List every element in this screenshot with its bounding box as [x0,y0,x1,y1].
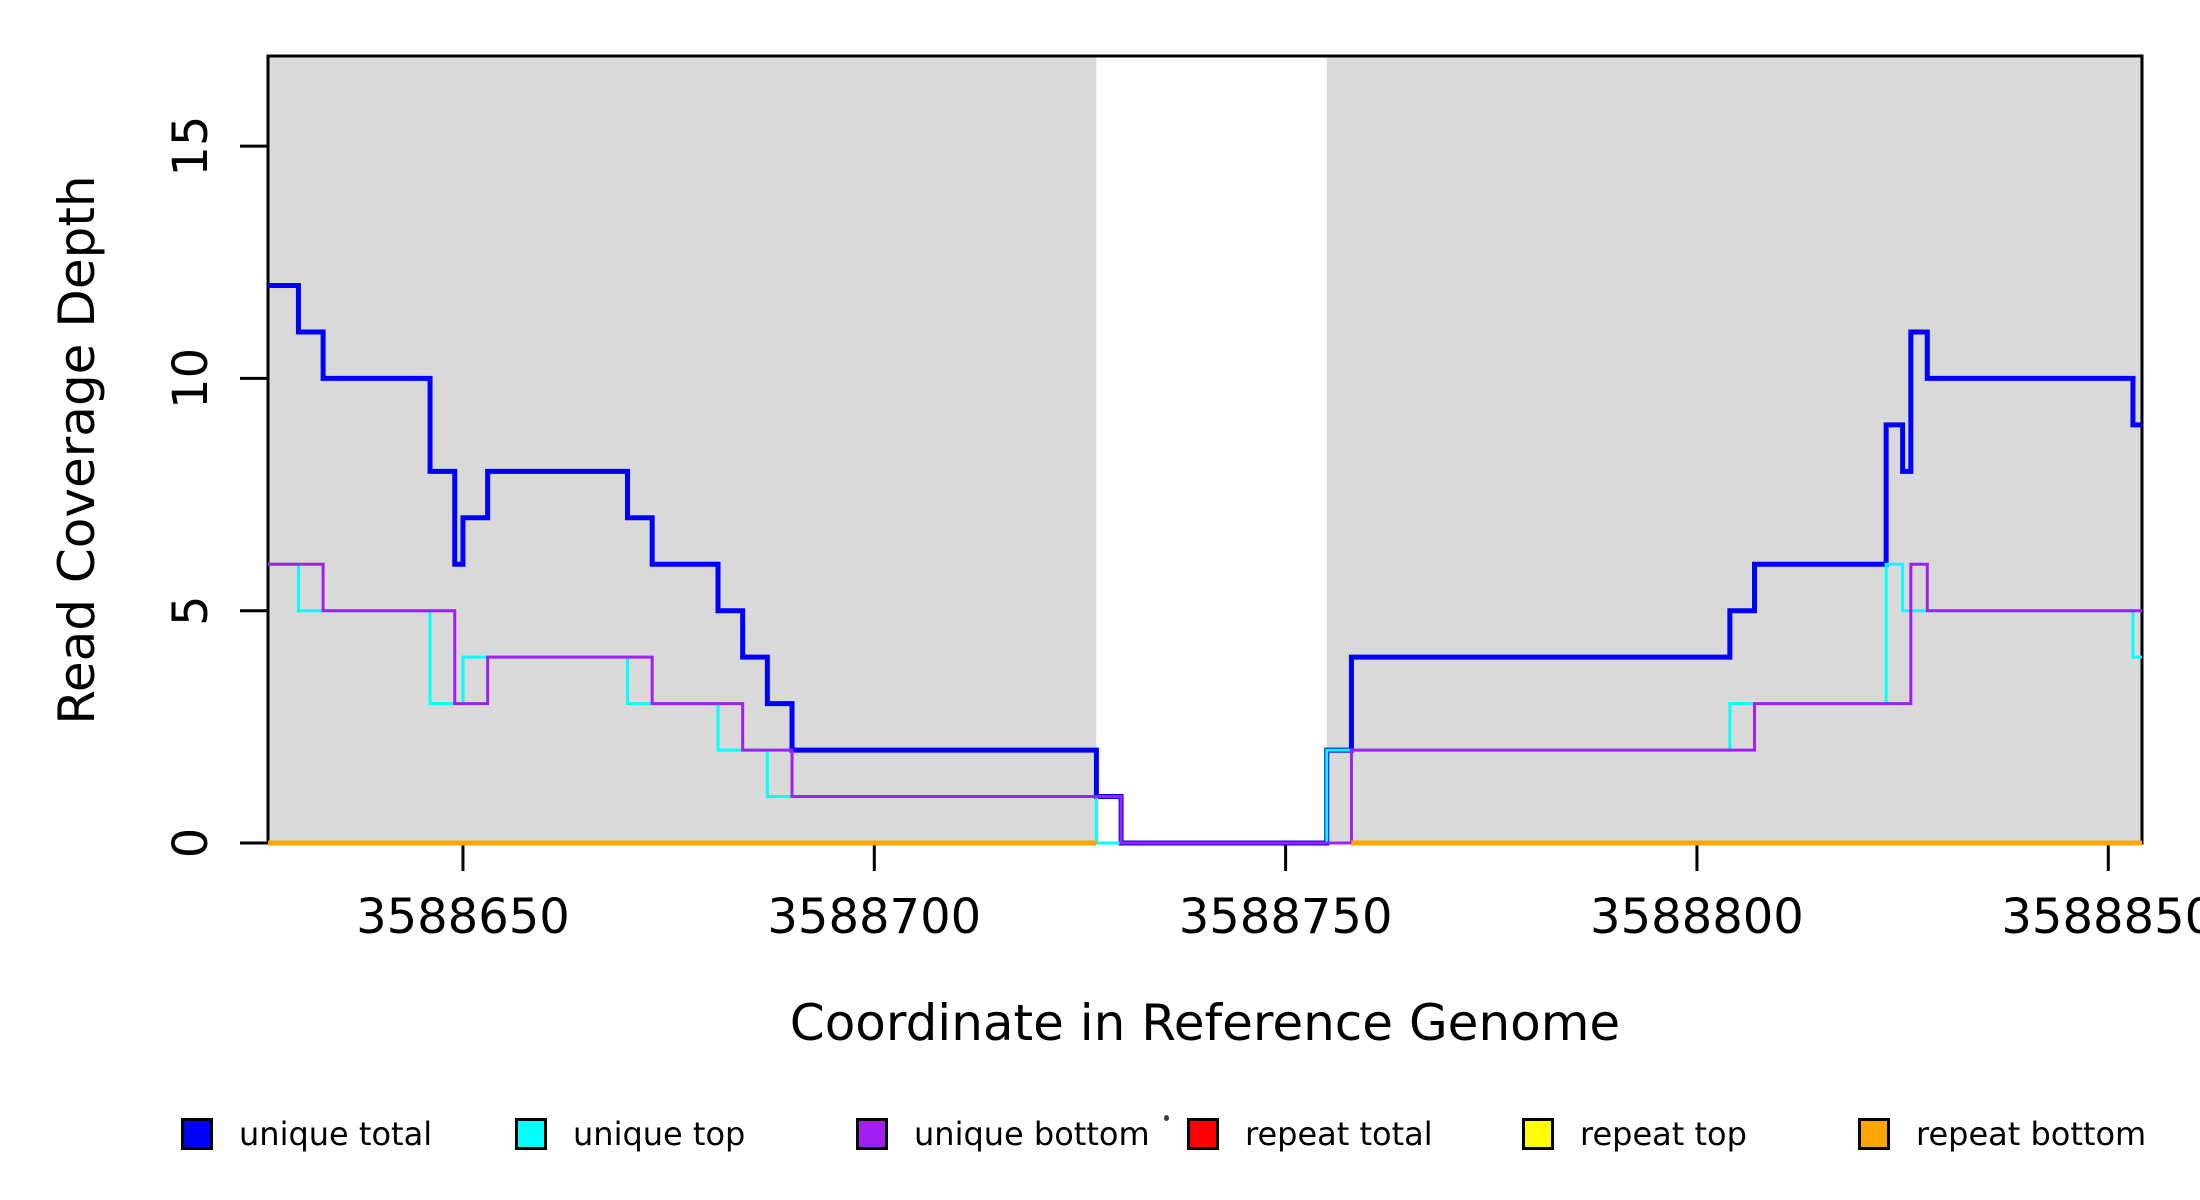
legend-item-repeat-bottom: repeat bottom [1858,1116,2146,1152]
y-tick-label: 10 [163,348,219,409]
repeat-top-swatch-icon [1522,1118,1554,1150]
x-axis-title: Coordinate in Reference Genome [789,994,1621,1052]
legend-label: repeat total [1245,1115,1433,1153]
x-tick-label: 3588700 [767,889,981,945]
legend-label: unique total [239,1115,433,1153]
legend-label: repeat bottom [1916,1115,2147,1153]
repeat-total-swatch-icon [1187,1118,1219,1150]
y-tick-label: 0 [163,828,219,859]
legend-label: unique bottom [914,1115,1150,1153]
y-axis-title: Read Coverage Depth [48,175,106,725]
shaded-region [268,56,1097,843]
legend-item-unique-top: unique top [515,1116,745,1152]
legend-item-unique-bottom: unique bottom [856,1116,1150,1152]
unique-total-swatch-icon [181,1118,213,1150]
x-tick-label: 3588850 [2001,889,2200,945]
x-tick-label: 3588650 [356,889,570,945]
stray-mark [1164,1115,1169,1121]
y-tick-label: 5 [163,595,219,626]
legend-item-repeat-top: repeat top [1522,1116,1747,1152]
repeat-bottom-swatch-icon [1858,1118,1890,1150]
unique-bottom-swatch-icon [856,1118,888,1150]
x-tick-label: 3588800 [1590,889,1804,945]
series-unique-total [268,283,2142,846]
y-tick-label: 15 [163,116,219,177]
series-unique-bottom [268,562,2142,845]
unique-top-swatch-icon [515,1118,547,1150]
shaded-region [1326,56,2142,843]
legend-label: unique top [573,1115,746,1153]
legend-item-unique-total: unique total [181,1116,432,1152]
legend-label: repeat top [1580,1115,1747,1153]
x-tick-label: 3588750 [1179,889,1393,945]
legend-item-repeat-total: repeat total [1187,1116,1433,1152]
